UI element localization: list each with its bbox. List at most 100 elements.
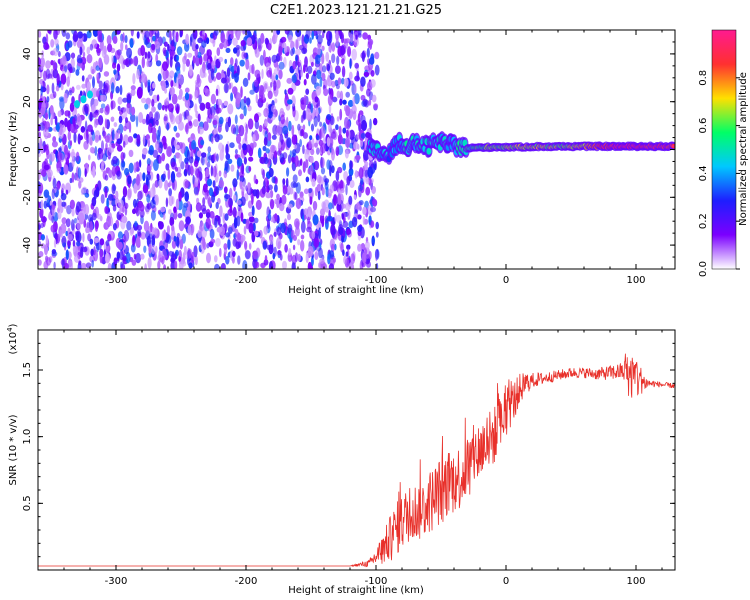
spectrogram-speckle [178, 256, 182, 262]
spectrogram-speckle [311, 30, 315, 40]
spectrogram-speckle [75, 151, 80, 162]
spectrogram-speckle [106, 220, 109, 229]
spectrogram-speckle [294, 155, 299, 168]
spectrogram-speckle [225, 47, 231, 54]
spectrogram-speckle [251, 63, 255, 75]
spectrogram-speckle [158, 178, 163, 189]
spectrogram-speckle [46, 257, 51, 266]
spectrogram-speckle [234, 72, 239, 83]
spectrogram-speckle [199, 102, 206, 112]
spectrogram-track-peak [671, 145, 675, 148]
spectrogram-speckle [278, 69, 283, 80]
spectrogram-speckle [179, 239, 184, 250]
spectrogram-x-label: Height of straight line (km) [288, 285, 424, 296]
spectrogram-speckle [268, 243, 274, 255]
spectrogram-speckle [271, 134, 277, 140]
spectrogram-speckle [254, 230, 259, 237]
spectrogram-speckle [375, 221, 380, 230]
spectrogram-speckle [344, 38, 351, 44]
spectrogram-speckle [303, 214, 307, 220]
spectrogram-speckle [215, 72, 222, 80]
spectrogram-speckle [345, 183, 348, 196]
spectrogram-speckle [51, 109, 55, 120]
spectrogram-speckle [335, 124, 339, 131]
spectrogram-speckle [305, 30, 311, 40]
spectrogram-speckle [360, 132, 366, 139]
spectrogram-speckle [307, 188, 313, 194]
spectrogram-speckle [169, 86, 175, 96]
spectrogram-speckle [62, 242, 66, 248]
spectrogram-speckle [254, 48, 260, 58]
spectrogram-speckle [113, 122, 118, 128]
spectrogram-speckle [60, 83, 64, 91]
spectrogram-speckle [272, 252, 276, 260]
spectrogram-speckle [95, 90, 100, 98]
spectrogram-speckle [298, 169, 302, 177]
spectrogram-speckle [103, 84, 108, 95]
spectrogram-speckle [81, 75, 85, 82]
snr-series-line [38, 353, 675, 568]
spectrogram-speckle [315, 85, 322, 96]
spectrogram-speckle [219, 205, 223, 218]
spectrogram-speckle [323, 199, 330, 209]
spectrogram-speckle [105, 142, 108, 150]
spectrogram-speckle [147, 51, 151, 59]
spectrogram-speckle [46, 169, 53, 178]
spectrogram-speckle [75, 84, 81, 90]
spectrogram-speckle [142, 184, 149, 194]
spectrogram-speckle [300, 220, 306, 233]
spectrogram-speckle [52, 47, 59, 57]
spectrogram-speckle [339, 98, 343, 106]
spectrogram-speckle [352, 110, 357, 121]
spectrogram-speckle [345, 91, 351, 98]
spectrogram-speckle [190, 251, 195, 264]
spectrogram-speckle [52, 136, 57, 143]
spectrogram-speckle [232, 250, 236, 257]
spectrogram-speckle [210, 68, 215, 81]
spectrogram-speckle [52, 204, 55, 211]
spectrogram-speckle [184, 92, 190, 101]
spectrogram-speckle [135, 206, 140, 217]
spectrogram-speckle [126, 220, 132, 231]
spectrogram-speckle [83, 130, 89, 141]
spectrogram-speckle [265, 62, 271, 70]
spectrogram-noise-field [38, 30, 380, 269]
spectrogram-speckle [166, 122, 170, 131]
spectrogram-speckle [168, 209, 172, 215]
spectrogram-speckle [116, 170, 122, 180]
spectrogram-speckle [179, 74, 184, 86]
spectrogram-speckle [195, 202, 202, 212]
colorbar-gradient [711, 29, 737, 270]
spectrogram-speckle [111, 143, 116, 149]
spectrogram-speckle [98, 115, 104, 126]
spectrogram-speckle [38, 251, 44, 258]
snr-y-tick-label: 0.5 [22, 495, 33, 511]
spectrogram-speckle [220, 77, 227, 84]
spectrogram-speckle [271, 176, 276, 184]
spectrogram-speckle [152, 117, 156, 129]
spectrogram-speckle [144, 38, 148, 46]
spectrogram-speckle [330, 243, 335, 253]
spectrogram-speckle [194, 255, 198, 266]
spectrogram-speckle [232, 37, 238, 46]
spectrogram-speckle [58, 147, 62, 153]
spectrogram-speckle [84, 120, 88, 132]
spectrogram-speckle [304, 64, 308, 73]
spectrogram-speckle [84, 204, 90, 216]
spectrogram-speckle [357, 225, 363, 233]
spectrogram-speckle [187, 115, 193, 121]
spectrogram-speckle [45, 143, 50, 156]
spectrogram-speckle [205, 156, 208, 166]
spectrogram-speckle [135, 236, 141, 248]
spectrogram-speckle [276, 193, 280, 200]
spectrogram-speckle [301, 47, 308, 55]
spectrogram-speckle [170, 79, 174, 88]
spectrogram-speckle [77, 31, 83, 39]
spectrogram-speckle [202, 121, 209, 131]
spectrogram-speckle [225, 121, 229, 133]
spectrogram-speckle [328, 45, 332, 53]
spectrogram-speckle [80, 56, 87, 65]
spectrogram-speckle [286, 77, 293, 84]
spectrogram-speckle [229, 205, 233, 214]
spectrogram-speckle [336, 90, 341, 99]
